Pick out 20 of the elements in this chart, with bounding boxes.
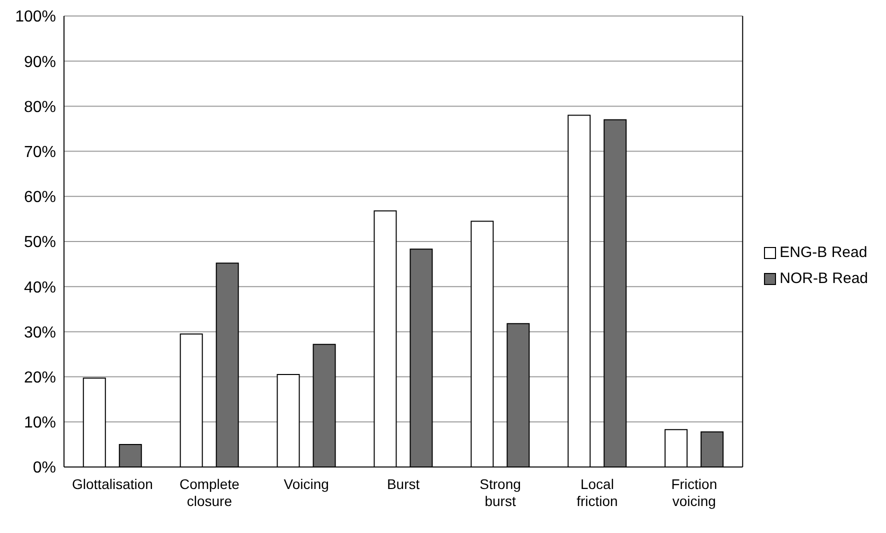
y-tick-label: 40%	[24, 279, 56, 296]
y-tick-label: 0%	[32, 460, 56, 477]
y-tick-label: 60%	[24, 189, 56, 206]
y-tick-label: 30%	[24, 324, 56, 342]
legend-label: NOR-B Read	[780, 268, 868, 288]
legend-label: ENG-B Read	[780, 242, 868, 262]
x-tick-label: Strong burst	[480, 476, 521, 509]
x-tick-label: Voicing	[284, 476, 329, 492]
y-tick-label: 20%	[24, 369, 56, 386]
y-tick-label: 10%	[24, 414, 56, 432]
y-tick-label: 80%	[24, 98, 56, 116]
y-tick-label: 70%	[24, 144, 56, 161]
x-tick-label: Local friction	[576, 476, 618, 509]
y-tick-label: 100%	[15, 8, 56, 26]
y-tick-label: 90%	[24, 54, 56, 71]
x-tick-label: Friction voicing	[671, 476, 718, 509]
x-tick-label: Complete closure	[179, 476, 240, 509]
y-tick-label: 50%	[24, 234, 56, 252]
x-tick-label: Glottalisation	[72, 476, 153, 492]
x-tick-label: Burst	[386, 476, 420, 492]
